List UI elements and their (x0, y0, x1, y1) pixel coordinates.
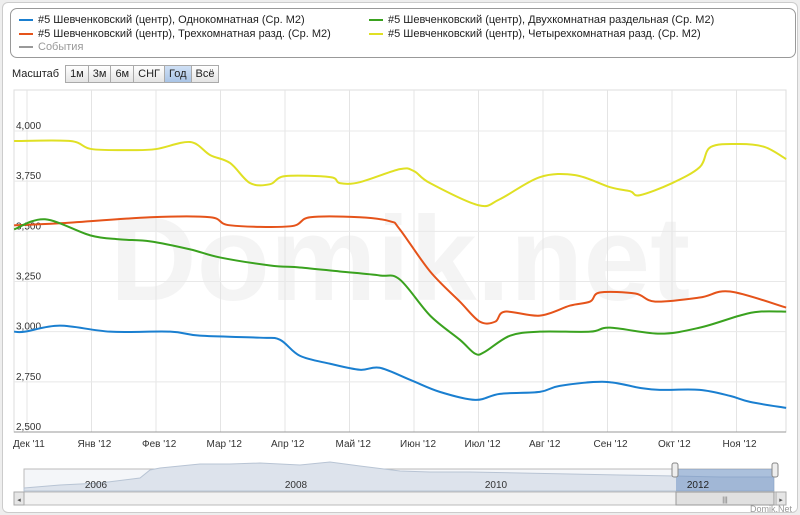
navigator-selection[interactable] (676, 469, 774, 491)
scrollbar-grip-icon: ||| (722, 497, 728, 504)
legend-item-3room[interactable]: #5 Шевченковский (центр), Трехкомнатная … (19, 28, 331, 40)
legend-item-4room[interactable]: #5 Шевченковский (центр), Четырехкомнатн… (369, 28, 701, 40)
series-line-0[interactable] (14, 139, 787, 208)
y-tick-label: 2,500 (16, 422, 41, 433)
series-swatch (19, 19, 33, 22)
navigator-right-handle[interactable] (771, 462, 779, 478)
scroll-left-arrow-icon: ◂ (17, 497, 21, 504)
x-tick-label: Дек '11 (13, 439, 45, 450)
y-tick-label: 3,000 (16, 322, 41, 333)
x-tick-label: Мар '12 (207, 439, 243, 450)
y-tick-label: 3,500 (16, 221, 41, 232)
navigator[interactable]: 2006 2008 2010 2012 ◂ ||| ▸ (13, 461, 787, 506)
x-tick-label: Апр '12 (271, 439, 305, 450)
series-swatch (19, 33, 33, 36)
y-tick-label: 3,750 (16, 171, 41, 182)
watermark: Domik.net (110, 192, 690, 326)
legend-label: #5 Шевченковский (центр), Двухкомнатная … (388, 14, 715, 26)
x-tick-label: Янв '12 (78, 439, 112, 450)
series-swatch (369, 33, 383, 36)
legend-item-2room[interactable]: #5 Шевченковский (центр), Двухкомнатная … (369, 14, 714, 26)
navigator-year-label: 2012 (687, 480, 710, 491)
x-tick-label: Ноя '12 (723, 439, 757, 450)
zoom-selector: Масштаб 1м 3м 6м СНГ Год Всё (12, 65, 220, 83)
x-tick-label: Окт '12 (658, 439, 691, 450)
x-tick-label: Сен '12 (594, 439, 629, 450)
series-swatch (369, 19, 383, 22)
y-tick-label: 2,750 (16, 372, 41, 383)
legend-label: #5 Шевченковский (центр), Однокомнатная … (38, 14, 305, 26)
credit-label: Domik.Net (750, 504, 793, 514)
series-swatch (19, 46, 33, 49)
x-tick-label: Май '12 (336, 439, 372, 450)
x-tick-label: Авг '12 (529, 439, 561, 450)
y-tick-label: 3,250 (16, 272, 41, 283)
zoom-label: Масштаб (12, 68, 60, 80)
y-tick-label: 4,000 (16, 121, 41, 132)
series-line-1[interactable] (14, 215, 787, 325)
scroll-left-button[interactable] (13, 491, 25, 506)
x-tick-label: Июн '12 (400, 439, 436, 450)
zoom-1m-button[interactable]: 1м (65, 65, 89, 83)
scroll-right-button[interactable] (775, 491, 787, 506)
navigator-year-label: 2006 (85, 480, 108, 491)
scroll-right-arrow-icon: ▸ (779, 497, 783, 504)
series-line-2[interactable] (13, 218, 787, 356)
zoom-3m-button[interactable]: 3м (87, 65, 112, 83)
zoom-all-button[interactable]: Всё (190, 65, 220, 83)
scrollbar-thumb[interactable] (675, 491, 775, 506)
legend-label: События (38, 41, 84, 53)
legend-item-1room[interactable]: #5 Шевченковский (центр), Однокомнатная … (19, 14, 305, 26)
zoom-6m-button[interactable]: 6м (110, 65, 135, 83)
series-line-3[interactable] (14, 324, 787, 409)
legend: #5 Шевченковский (центр), Однокомнатная … (10, 8, 796, 58)
navigator-left-handle[interactable] (671, 462, 679, 478)
navigator-year-label: 2008 (285, 480, 308, 491)
x-tick-label: Июл '12 (465, 439, 502, 450)
x-tick-label: Фев '12 (142, 439, 177, 450)
legend-label: #5 Шевченковский (центр), Четырехкомнатн… (388, 28, 701, 40)
legend-label: #5 Шевченковский (центр), Трехкомнатная … (38, 28, 331, 40)
legend-item-events[interactable]: События (19, 41, 83, 53)
navigator-year-label: 2010 (485, 480, 508, 491)
scrollbar-track[interactable] (13, 491, 787, 506)
